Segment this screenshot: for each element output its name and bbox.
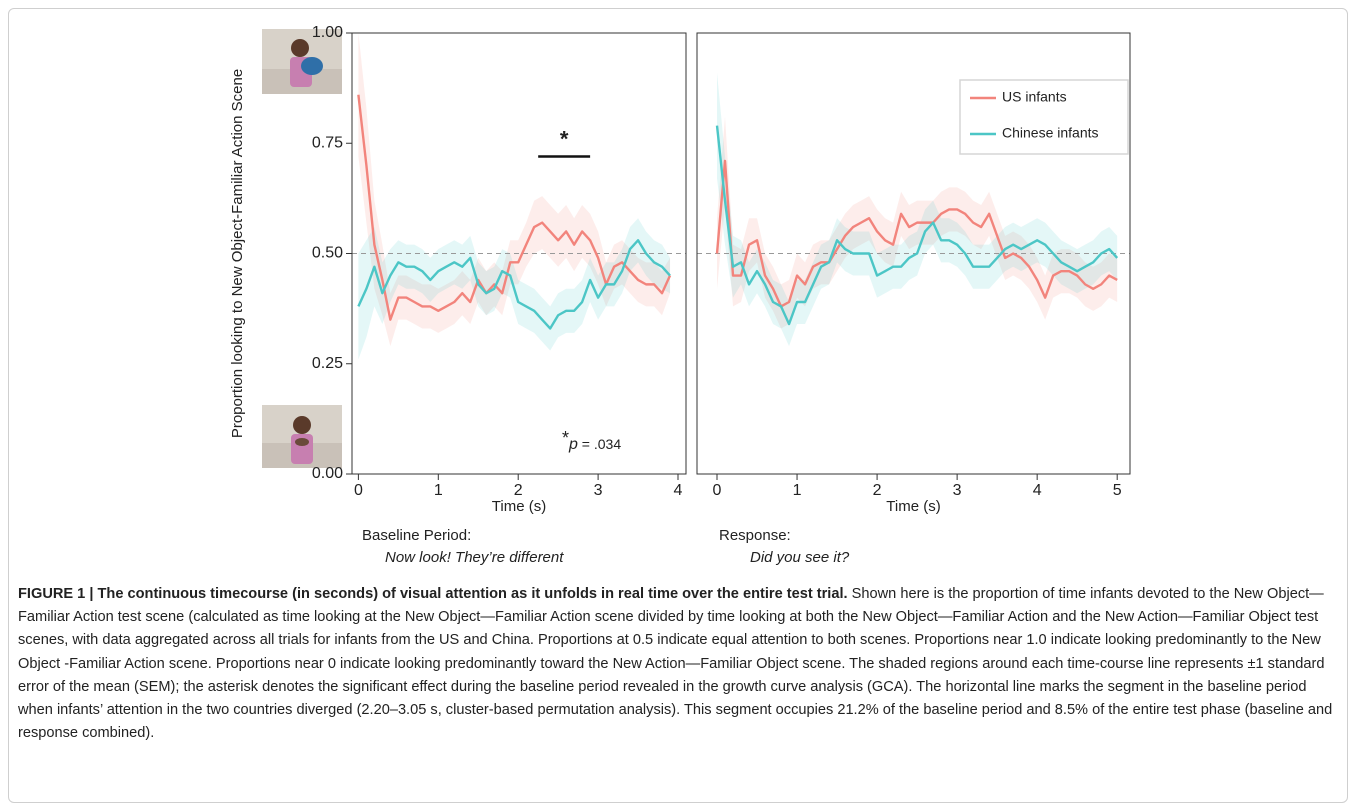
legend: US infants Chinese infants — [959, 79, 1129, 155]
figure: 0 1 2 3 4 Time (s) 0.00 0.25 0.50 0.75 1.00 Proport… — [229, 24, 1131, 566]
series-line — [357, 239, 671, 330]
y-tick-label: 1.00 — [312, 24, 343, 41]
figure-frame — [8, 8, 1348, 803]
period-title: Response: — [719, 527, 791, 544]
p-annotation-part: * — [562, 428, 569, 448]
x-tick-label: 3 — [594, 482, 603, 499]
y-axis-label: Proportion looking to New Object-Familia… — [229, 69, 246, 438]
x-axis-label: Time (s) — [492, 498, 546, 515]
caption: FIGURE 1 | The continuous timecourse (in… — [18, 583, 1342, 745]
period-prompt: Now look! They’re different — [385, 549, 564, 566]
x-tick-label: 0 — [354, 482, 363, 499]
y-tick-label: 0.75 — [312, 134, 343, 151]
x-tick-label: 1 — [434, 482, 443, 499]
legend-frame — [959, 79, 1129, 155]
series-line — [715, 125, 1119, 326]
legend-label: US infants — [1002, 89, 1067, 105]
p-annotation: *p = .034 — [562, 428, 621, 453]
x-tick-label: 5 — [1113, 482, 1122, 499]
x-tick-label: 2 — [514, 482, 523, 499]
caption-text: Shown here is the proportion of time inf… — [18, 586, 1333, 742]
period-title: Baseline Period: — [362, 527, 471, 544]
photo-bottom — [262, 405, 342, 468]
x-tick-label: 0 — [713, 482, 722, 499]
y-tick-label: 0.50 — [312, 245, 343, 262]
panel-frame — [696, 32, 1131, 475]
p-annotation-part: = .034 — [578, 436, 621, 452]
x-tick-label: 4 — [1033, 482, 1042, 499]
p-annotation-part: p — [568, 436, 578, 453]
y-tick-label: 0.25 — [312, 355, 343, 372]
y-tick-label: 0.00 — [312, 465, 343, 482]
x-tick-label: 4 — [674, 482, 683, 499]
x-tick-label: 3 — [953, 482, 962, 499]
period-prompt: Did you see it? — [750, 549, 850, 566]
caption-title: FIGURE 1 | The continuous timecourse (in… — [18, 586, 848, 602]
legend-label: Chinese infants — [1002, 125, 1099, 141]
significance-marker: * — [560, 126, 569, 151]
series-line — [715, 159, 1118, 308]
photo-top — [262, 29, 342, 94]
x-tick-label: 1 — [793, 482, 802, 499]
series-line — [357, 94, 672, 321]
x-tick-label: 2 — [873, 482, 882, 499]
x-axis-label: Time (s) — [886, 498, 940, 515]
sem-band — [358, 33, 671, 347]
